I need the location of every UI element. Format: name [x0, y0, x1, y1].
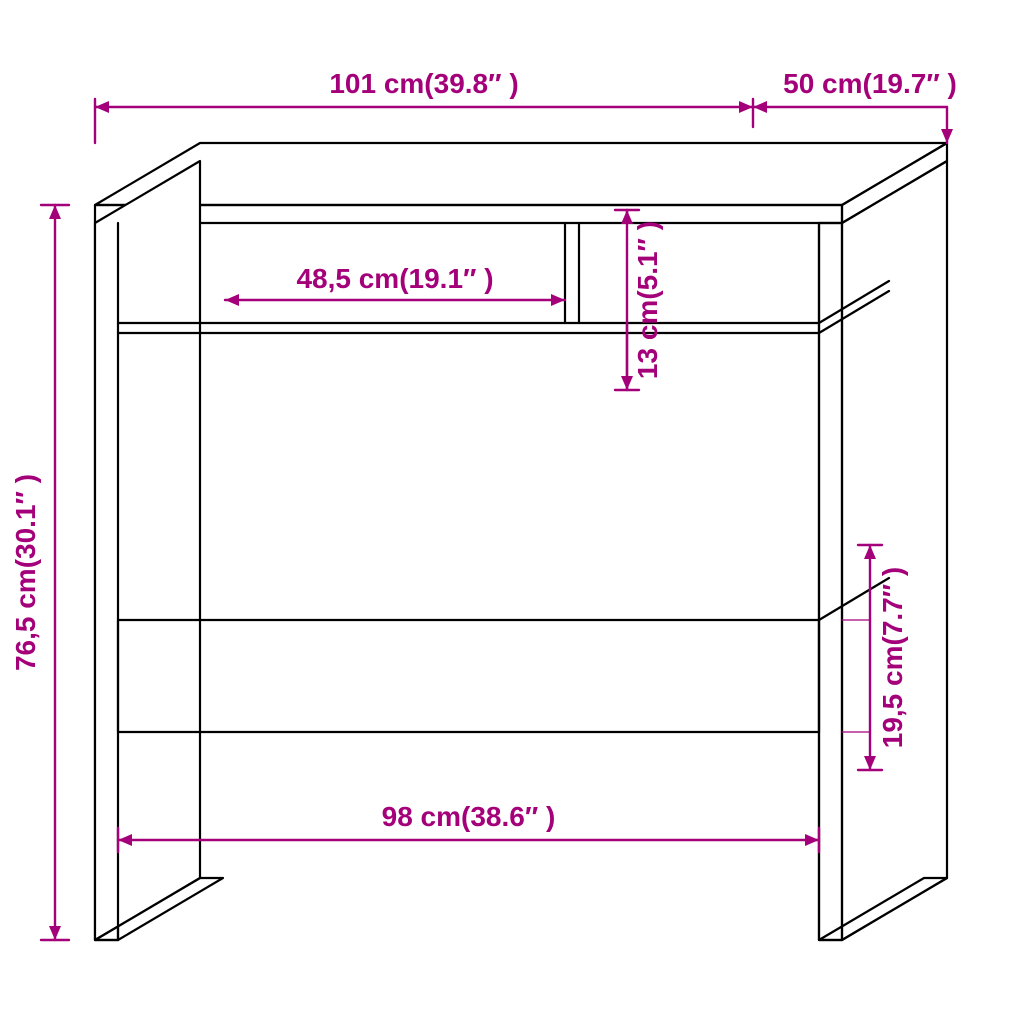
desk-dimension-diagram: 101 cm(39.8″ ) 50 cm(19.7″ ) 76,5 cm(30.1″…	[0, 0, 1024, 1024]
dim-label-width: 101 cm(39.8″ )	[329, 68, 518, 99]
dim-label-drawer-height: 13 cm(5.1″ )	[632, 221, 663, 379]
dim-label-inner-width: 98 cm(38.6″ )	[382, 801, 556, 832]
dim-label-height: 76,5 cm(30.1″ )	[10, 474, 41, 671]
dim-label-depth: 50 cm(19.7″ )	[783, 68, 957, 99]
dim-label-drawer-width: 48,5 cm(19.1″ )	[296, 263, 493, 294]
dim-label-footrest-height: 19,5 cm(7.7″ )	[877, 567, 908, 749]
